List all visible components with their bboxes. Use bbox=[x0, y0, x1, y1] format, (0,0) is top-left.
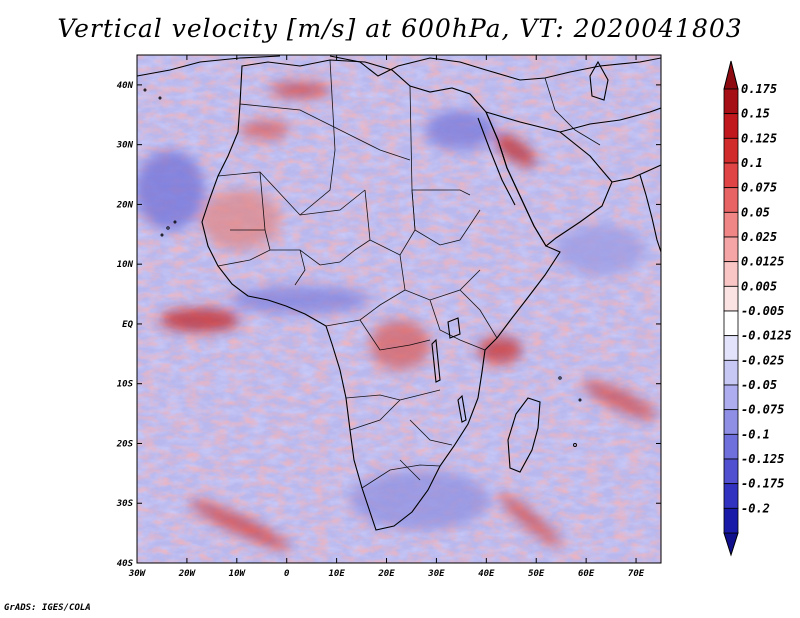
lat-tick-label: 20S bbox=[116, 439, 134, 449]
lon-tick-label: 10W bbox=[229, 569, 247, 579]
colorbar-swatch bbox=[723, 137, 739, 164]
colorbar-swatch bbox=[723, 261, 739, 287]
colorbar-label: 0.025 bbox=[741, 230, 777, 244]
colorbar-swatch bbox=[723, 458, 739, 485]
colorbar-swatch bbox=[723, 310, 739, 337]
colorbar-label: 0.0125 bbox=[741, 255, 784, 269]
colorbar-label: -0.005 bbox=[741, 304, 784, 318]
colorbar-label: 0.075 bbox=[741, 181, 777, 195]
coastlines bbox=[137, 55, 661, 531]
colorbar-label: -0.175 bbox=[741, 477, 784, 491]
colorbar-label: 0.1 bbox=[741, 156, 763, 170]
lat-tick-label: 10S bbox=[117, 380, 134, 390]
lon-tick-label: 40E bbox=[478, 569, 495, 579]
lon-tick-label: 10E bbox=[328, 569, 345, 579]
colorbar-swatch bbox=[723, 285, 739, 312]
colorbar-label: -0.1 bbox=[741, 427, 770, 441]
colorbar-top-arrow bbox=[723, 60, 739, 90]
lon-tick-label: 30E bbox=[427, 569, 445, 579]
colorbar-bottom-arrow bbox=[723, 532, 739, 557]
colorbar-swatch bbox=[723, 236, 739, 263]
lon-tick-label: 20W bbox=[178, 569, 197, 579]
colorbar-swatch bbox=[723, 335, 739, 361]
latitude-axis: 40N 30N 20N 10N EQ 10S 20S 30S 40S bbox=[116, 81, 661, 569]
lat-tick-label: 30N bbox=[116, 141, 134, 151]
colorbar-label: -0.075 bbox=[741, 403, 784, 417]
colorbar-swatch bbox=[723, 162, 739, 189]
lat-tick-label: 30S bbox=[116, 499, 134, 509]
lon-tick-label: 20E bbox=[377, 569, 395, 579]
lat-tick-label: 10N bbox=[117, 260, 134, 270]
colorbar-label: 0.005 bbox=[741, 279, 777, 293]
islands bbox=[143, 88, 582, 447]
colorbar-label: -0.125 bbox=[741, 452, 784, 466]
colorbar-label: -0.0125 bbox=[741, 329, 792, 343]
lon-tick-label: 60E bbox=[578, 569, 595, 579]
lat-tick-label: 20N bbox=[116, 200, 134, 210]
colorbar-label: -0.025 bbox=[741, 353, 784, 367]
colorbar-label: -0.05 bbox=[741, 378, 777, 392]
colorbar-swatch bbox=[723, 211, 739, 238]
colorbar-swatch bbox=[723, 88, 739, 115]
colorbar-swatch bbox=[723, 384, 739, 411]
figure-title: Vertical velocity [m/s] at 600hPa, VT: 2… bbox=[57, 14, 743, 43]
lon-tick-label: 50E bbox=[528, 569, 545, 579]
velocity-field bbox=[137, 55, 661, 563]
colorbar-swatch bbox=[723, 113, 739, 139]
longitude-axis: 30W 20W 10W 0 10E 20E 30E 40E 50E 60E 70E bbox=[128, 55, 645, 579]
colorbar-swatch bbox=[723, 359, 739, 386]
colorbar-swatch bbox=[723, 507, 739, 534]
colorbar-swatch bbox=[723, 409, 739, 435]
colorbar-swatch bbox=[723, 187, 739, 213]
plot-frame bbox=[136, 54, 662, 564]
lon-tick-label: 70E bbox=[628, 569, 645, 579]
colorbar-label: 0.05 bbox=[741, 205, 770, 219]
grads-credit: GrADS: IGES/COLA bbox=[4, 603, 91, 613]
lat-tick-label: 40S bbox=[117, 559, 134, 569]
colorbar-label: 0.175 bbox=[741, 82, 777, 96]
colorbar-label: 0.125 bbox=[741, 131, 777, 145]
lat-tick-label: EQ bbox=[122, 320, 133, 330]
colorbar: 0.175 0.15 0.125 0.1 0.075 0.05 0.025 0.0125 0.0… bbox=[723, 60, 792, 557]
lon-tick-label: 0 bbox=[284, 569, 290, 579]
colorbar-label: -0.2 bbox=[741, 501, 770, 515]
country-borders bbox=[217, 59, 601, 489]
colorbar-swatch bbox=[723, 483, 739, 509]
lat-tick-label: 40N bbox=[117, 81, 134, 91]
colorbar-label: 0.15 bbox=[741, 107, 770, 121]
lon-tick-label: 30W bbox=[128, 569, 147, 579]
colorbar-swatch bbox=[723, 433, 739, 460]
